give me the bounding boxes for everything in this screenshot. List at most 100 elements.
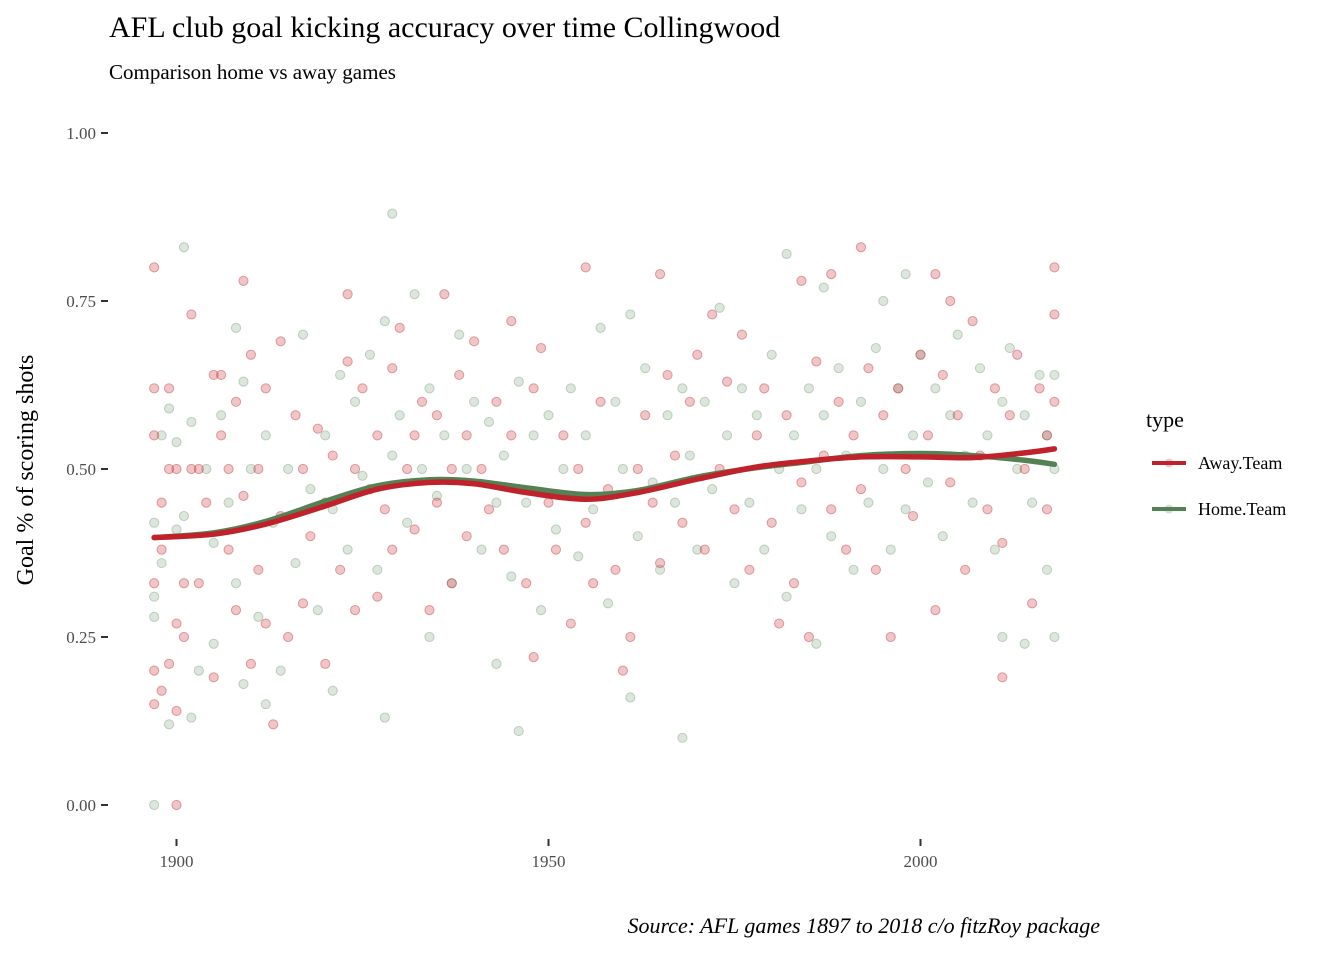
- smooth-line-home: [151, 450, 1058, 541]
- point-away: [335, 564, 346, 575]
- point-away: [171, 705, 182, 717]
- point-away: [677, 517, 688, 528]
- point-home: [967, 497, 978, 508]
- point-home: [238, 376, 249, 387]
- point-away: [647, 497, 658, 508]
- point-home: [305, 484, 316, 495]
- point-home: [260, 699, 271, 710]
- point-home: [558, 463, 569, 475]
- point-home: [781, 248, 792, 260]
- point-home: [171, 524, 182, 535]
- point-away: [201, 497, 212, 508]
- point-home: [208, 537, 219, 549]
- point-home: [818, 410, 829, 421]
- point-away: [751, 430, 762, 441]
- point-home: [1041, 564, 1053, 575]
- y-axis: 0.00 0.25 0.50 0.75 1.00: [66, 124, 108, 815]
- point-away: [230, 396, 242, 407]
- point-away: [416, 396, 428, 407]
- point-away: [208, 369, 219, 381]
- point-home: [439, 430, 450, 441]
- point-home: [580, 430, 591, 441]
- point-home: [163, 403, 175, 414]
- point-away: [1034, 383, 1045, 394]
- legend-key-home-point: [1164, 504, 1174, 514]
- point-away: [454, 369, 465, 381]
- point-home: [677, 383, 688, 394]
- point-home: [454, 329, 465, 340]
- point-away: [163, 463, 175, 475]
- point-away: [476, 463, 487, 475]
- point-home: [595, 322, 606, 333]
- x-tick-label: 1950: [532, 852, 566, 871]
- y-tick-label: 1.00: [66, 124, 96, 143]
- point-home: [178, 242, 190, 253]
- point-away: [535, 342, 547, 354]
- point-home: [491, 497, 502, 508]
- point-away: [253, 463, 264, 475]
- point-home: [573, 551, 584, 562]
- point-home: [565, 383, 576, 394]
- point-away: [149, 699, 160, 710]
- point-home: [312, 605, 323, 616]
- point-away: [595, 396, 606, 407]
- point-away: [930, 269, 941, 280]
- points-layer: [149, 208, 1060, 811]
- point-home: [1034, 369, 1045, 381]
- point-away: [781, 410, 792, 421]
- point-away: [669, 450, 681, 461]
- point-home: [989, 544, 1001, 555]
- point-home: [669, 497, 681, 508]
- point-away: [491, 396, 502, 407]
- y-tick-label: 0.75: [66, 292, 96, 311]
- point-away: [186, 309, 197, 320]
- point-home: [327, 685, 338, 696]
- point-away: [662, 369, 673, 381]
- point-away: [915, 349, 926, 360]
- point-away: [960, 564, 971, 575]
- legend: type Away.Team Home.Team: [1146, 407, 1286, 519]
- point-home: [997, 631, 1008, 643]
- point-away: [997, 672, 1008, 683]
- point-away: [305, 531, 316, 542]
- point-home: [751, 410, 762, 421]
- point-home: [684, 450, 695, 461]
- point-home: [863, 497, 874, 508]
- point-away: [178, 578, 190, 589]
- point-home: [156, 430, 167, 441]
- point-home: [275, 665, 286, 676]
- point-away: [1049, 396, 1060, 407]
- point-away: [848, 430, 859, 441]
- point-home: [930, 383, 941, 394]
- point-home: [915, 349, 926, 360]
- point-away: [878, 410, 889, 421]
- point-home: [1012, 463, 1023, 475]
- y-tick-label: 0.50: [66, 460, 96, 479]
- point-home: [535, 605, 547, 616]
- y-tick-label: 0.25: [66, 628, 96, 647]
- point-away: [774, 618, 785, 629]
- point-away: [402, 463, 413, 475]
- point-away: [260, 618, 271, 629]
- point-away: [223, 463, 234, 475]
- point-home: [498, 450, 509, 461]
- point-away: [952, 410, 963, 421]
- point-away: [684, 396, 695, 407]
- point-away: [216, 430, 227, 441]
- point-away: [907, 510, 919, 522]
- point-away: [550, 544, 562, 555]
- point-home: [1004, 342, 1015, 354]
- point-home: [483, 416, 495, 428]
- point-home: [610, 396, 621, 407]
- point-away: [617, 665, 629, 676]
- point-away: [461, 430, 472, 441]
- point-away: [930, 605, 941, 616]
- point-away: [997, 537, 1008, 549]
- point-away: [394, 322, 405, 333]
- point-away: [721, 376, 733, 387]
- point-away: [893, 383, 904, 394]
- point-away: [156, 497, 167, 508]
- point-away: [238, 275, 249, 286]
- point-away: [349, 463, 361, 475]
- point-home: [855, 396, 867, 407]
